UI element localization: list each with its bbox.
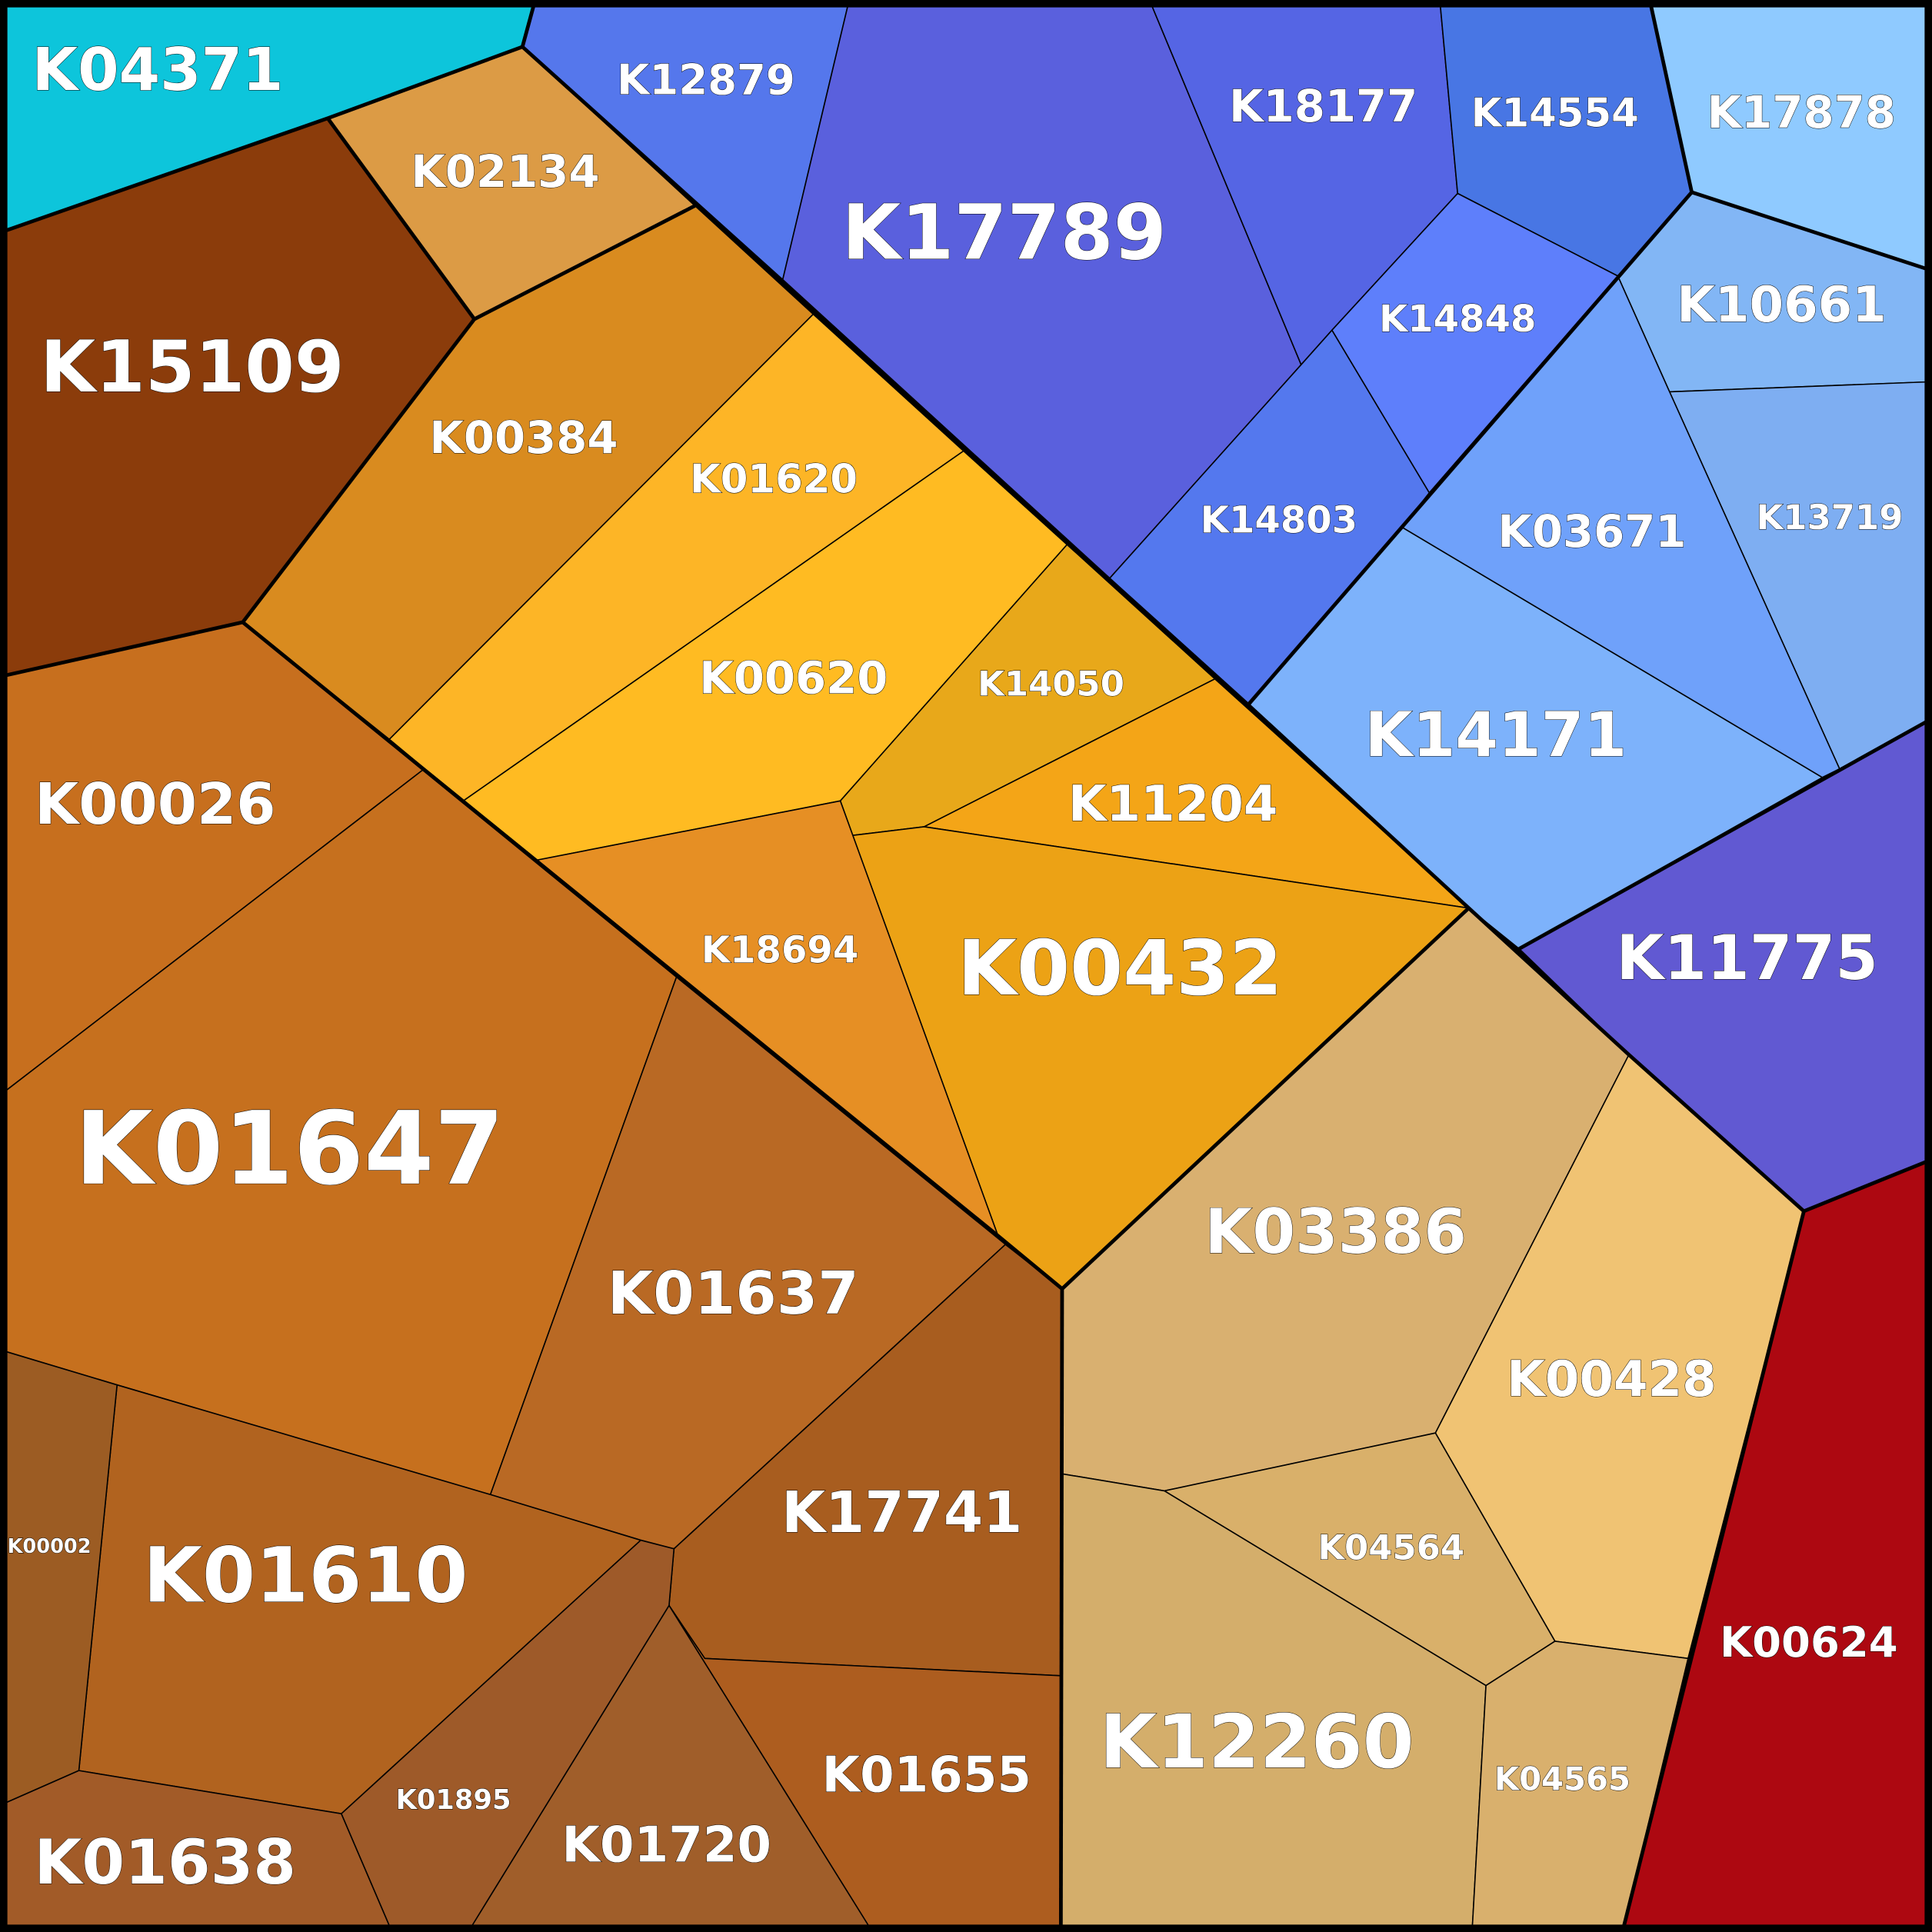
cells [5,5,1927,1927]
cell-label: K15109 [40,325,344,408]
cell-label: K00620 [699,652,888,705]
cell-label: K01637 [608,1260,859,1328]
cell-label: K17741 [781,1481,1022,1546]
cell-label: K14803 [1201,498,1357,541]
group-border [1649,5,1927,271]
cell-label: K00428 [1507,1351,1717,1408]
cell-label: K01610 [143,1532,468,1621]
group-border [1622,1211,1806,1927]
labels: K04371 K02134 K15109 K00384 K01620 K00620 K140… [7,36,1904,1899]
cell-label: K00624 [1720,1617,1898,1667]
cell-label: K18694 [701,928,858,971]
cell-label: K13719 [1757,497,1904,538]
cell-label: K14848 [1379,298,1536,341]
cell-label: K01720 [561,1817,771,1874]
cell-label: K12260 [1100,1699,1414,1785]
cell-label: K01895 [396,1784,511,1816]
cell-label: K12879 [617,55,795,104]
cell-label: K10661 [1677,277,1887,334]
cell-label: K14171 [1365,699,1627,771]
group-border [1247,191,1694,706]
cell-label: K04564 [1317,1527,1464,1567]
group-border [5,5,536,232]
cell-label: K14554 [1471,91,1639,137]
cell-label: K00026 [35,772,275,838]
cell-label: K00384 [429,411,618,464]
group-border [1518,720,1927,951]
group-borders [5,5,1927,1927]
cell-label: K17789 [841,189,1166,278]
cell-label: K18177 [1229,80,1417,132]
cell-label: K11204 [1068,776,1278,833]
cell-label: K11775 [1616,922,1878,994]
group-border [1058,1288,1064,1926]
cell-label: K03386 [1204,1196,1467,1267]
cell-label: K04371 [32,36,284,105]
cell-label: K01638 [34,1827,296,1898]
group-border [242,621,1471,1291]
cell-label: K01647 [75,1090,505,1208]
cell-label: K02134 [411,145,599,198]
cell-label: K01655 [821,1747,1031,1804]
cell-label: K17878 [1707,86,1896,138]
cell-label: K00432 [958,924,1282,1013]
group-border [521,45,1927,1214]
cell-label: K01620 [690,456,858,502]
cell-label: K03671 [1497,505,1686,558]
cell-label: K14050 [978,663,1124,704]
cell-label: K04565 [1494,1760,1631,1798]
cell-label: K00002 [8,1535,92,1558]
